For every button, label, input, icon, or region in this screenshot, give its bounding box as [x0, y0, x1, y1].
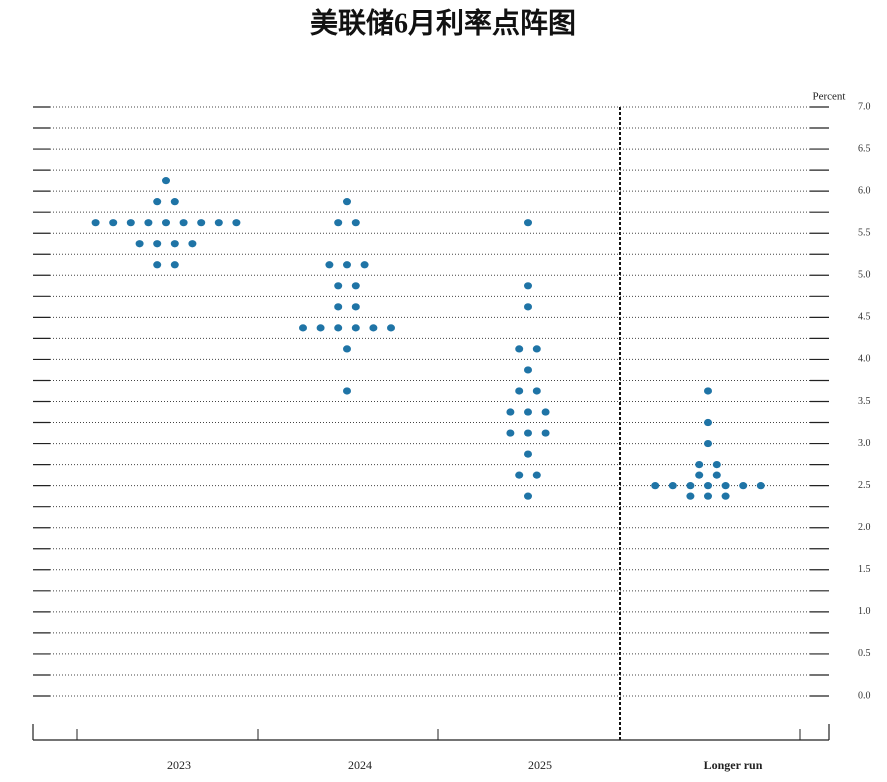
dot: [109, 219, 118, 227]
dot: [515, 345, 524, 353]
dot: [704, 418, 712, 427]
dot: [695, 461, 704, 469]
dot: [343, 387, 351, 395]
dot: [541, 408, 550, 416]
dot: [232, 219, 241, 227]
dot: [532, 345, 541, 353]
x-tick-label: 2024: [348, 758, 372, 772]
dot: [506, 408, 515, 416]
dot: [756, 482, 765, 490]
dot: [524, 219, 532, 227]
dot: [515, 471, 524, 479]
dot: [162, 177, 170, 185]
dot: [739, 482, 748, 490]
dot: [721, 492, 730, 500]
y-tick-label: 3.5: [858, 396, 871, 407]
dot: [351, 282, 360, 290]
dot: [704, 439, 712, 448]
dot: [153, 261, 162, 269]
dot: [343, 261, 351, 269]
dot: [299, 324, 307, 332]
y-tick-label: 5.5: [858, 228, 871, 239]
dot: [651, 482, 660, 490]
x-tick-label: Longer run: [704, 758, 763, 772]
dot: [162, 219, 170, 227]
dot: [515, 387, 524, 395]
dot: [334, 219, 343, 227]
dot: [704, 387, 712, 395]
dot: [360, 261, 369, 269]
chart-title: 美联储6月利率点阵图: [310, 6, 576, 39]
y-tick-label: 3.0: [858, 438, 871, 449]
y-tick-label: 0.5: [858, 648, 871, 659]
y-tick-label: 1.0: [858, 606, 871, 617]
dot: [197, 219, 206, 227]
y-axis-label: Percent: [813, 91, 846, 103]
dot: [695, 471, 704, 479]
dot: [686, 492, 695, 500]
dot: [387, 324, 395, 332]
y-tick-label: 5.0: [858, 270, 871, 281]
y-tick-label: 2.0: [858, 522, 871, 533]
dot: [712, 471, 721, 479]
dot: [135, 240, 144, 248]
dot: [369, 324, 378, 332]
dot: [126, 219, 135, 227]
y-tick-label: 2.5: [858, 480, 871, 491]
dot: [541, 429, 550, 437]
dot: [668, 482, 677, 490]
x-tick-label: 2025: [528, 758, 552, 772]
y-tick-label: 6.5: [858, 143, 871, 154]
dot: [316, 324, 325, 332]
dot: [524, 450, 532, 458]
dot: [686, 482, 695, 490]
dot: [524, 408, 532, 416]
dot: [170, 240, 179, 248]
y-tick-label: 0.0: [858, 690, 871, 701]
dot: [524, 429, 532, 437]
dot: [704, 492, 712, 500]
dot: [144, 219, 153, 227]
x-tick-label: 2023: [167, 758, 191, 772]
dot: [524, 492, 532, 500]
dot: [524, 282, 532, 290]
dot: [532, 387, 541, 395]
dot: [524, 366, 532, 374]
dot: [153, 198, 162, 206]
dot: [334, 282, 343, 290]
dot: [334, 324, 343, 332]
dot: [153, 240, 162, 248]
dot: [188, 240, 197, 248]
dot: [532, 471, 541, 479]
dot: [214, 219, 223, 227]
dot: [170, 261, 179, 269]
dot: [325, 261, 334, 269]
dot: [712, 461, 721, 469]
y-tick-label: 4.5: [858, 312, 871, 323]
dot: [506, 429, 515, 437]
dot: [343, 345, 351, 353]
y-tick-label: 7.0: [858, 101, 871, 112]
dot: [351, 303, 360, 311]
dot: [704, 482, 712, 490]
y-tick-label: 6.0: [858, 185, 871, 196]
dot: [91, 219, 100, 227]
y-tick-label: 1.5: [858, 564, 871, 575]
dot: [351, 324, 360, 332]
dot: [721, 482, 730, 490]
dot: [170, 198, 179, 206]
dot: [343, 198, 351, 206]
y-tick-label: 4.0: [858, 354, 871, 365]
dot: [351, 219, 360, 227]
dot: [334, 303, 343, 311]
dot: [524, 303, 532, 311]
dot: [179, 219, 188, 227]
